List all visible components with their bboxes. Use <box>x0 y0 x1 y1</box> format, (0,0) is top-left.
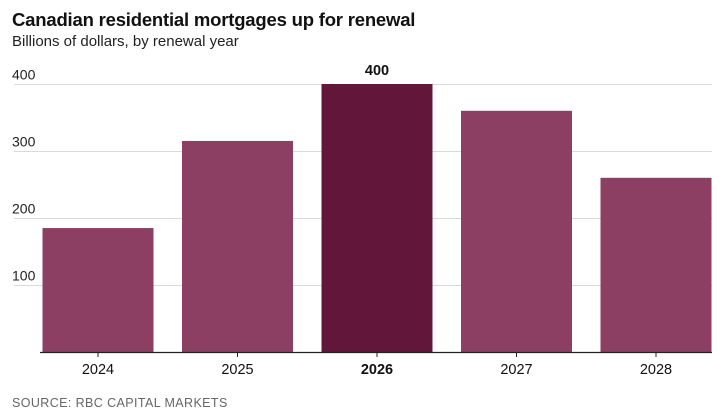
x-tick-label-2025: 2025 <box>221 362 253 378</box>
bar-2024 <box>42 228 154 352</box>
source-note: SOURCE: RBC CAPITAL MARKETS <box>12 396 228 410</box>
chart-title: Canadian residential mortgages up for re… <box>12 9 416 30</box>
bar-2028 <box>600 177 712 352</box>
bar-2026 <box>321 84 433 352</box>
bar-2027 <box>461 110 572 352</box>
x-tick-label-2027: 2027 <box>500 362 532 378</box>
y-tick-label: 300 <box>12 134 36 150</box>
y-tick-label: 100 <box>12 268 36 284</box>
chart-subtitle: Billions of dollars, by renewal year <box>12 33 239 50</box>
bar-2025 <box>182 140 293 352</box>
y-tick-label: 400 <box>12 67 36 83</box>
axes <box>40 351 712 357</box>
y-tick-label: 200 <box>12 201 36 217</box>
x-tick-label-2026: 2026 <box>361 362 393 378</box>
x-tick-label-2024: 2024 <box>82 362 114 378</box>
data-label-2026: 400 <box>365 63 389 79</box>
x-tick-label-2028: 2028 <box>640 362 672 378</box>
labels: 100 200 300 400 2024 2025 2026 400 2027 2028 <box>12 63 672 378</box>
bars <box>42 84 712 352</box>
